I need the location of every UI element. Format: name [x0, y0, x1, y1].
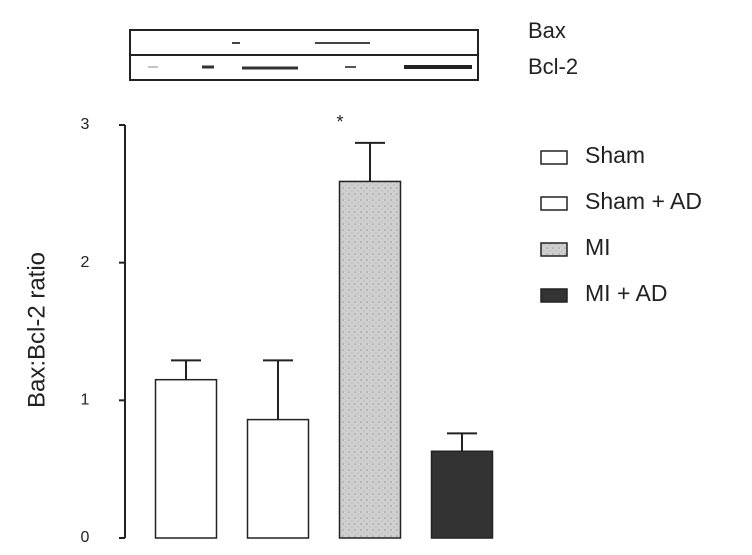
bar — [432, 451, 493, 538]
y-tick-label: 2 — [81, 254, 90, 271]
error-bar — [171, 360, 201, 379]
legend-swatch — [541, 289, 567, 302]
legend-label: MI + AD — [585, 280, 667, 306]
y-tick-label: 1 — [81, 392, 90, 409]
error-bar — [263, 360, 293, 419]
bar — [340, 181, 401, 538]
legend-swatch — [541, 197, 567, 210]
bar — [156, 380, 217, 538]
blot-label: Bax — [528, 18, 566, 43]
y-tick-label: 0 — [81, 529, 90, 546]
annotation: * — [336, 112, 343, 132]
legend-label: MI — [585, 234, 611, 260]
error-bar — [447, 433, 477, 451]
blot-label: Bcl-2 — [528, 54, 578, 79]
legend-label: Sham + AD — [585, 188, 702, 214]
bar — [248, 420, 309, 538]
legend-swatch — [541, 151, 567, 164]
blot-image — [130, 30, 478, 80]
legend-label: Sham — [585, 142, 645, 168]
legend-swatch — [541, 243, 567, 256]
y-axis-label: Bax:Bcl-2 ratio — [23, 252, 50, 408]
y-tick-label: 3 — [81, 116, 90, 133]
chart: Bax Bcl-2 Bax:Bcl-2 ratio * 0 1 2 3 Sham Sham… — [0, 0, 752, 550]
error-bar — [355, 143, 385, 182]
